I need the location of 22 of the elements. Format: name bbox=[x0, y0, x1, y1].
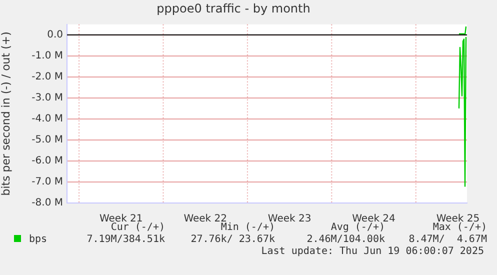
y-tick-label: 0.0 bbox=[47, 30, 63, 40]
text: Avg (-/+) bbox=[330, 222, 385, 233]
text: Min (-/+) bbox=[220, 222, 275, 234]
text: Max (-/+) bbox=[432, 222, 487, 233]
text: Last update: Thu Jun 19 06:00:07 2025 bbox=[260, 246, 484, 258]
y-tick-label: -2.0 M bbox=[32, 72, 63, 83]
chart-title: pppoe0 traffic - by month bbox=[156, 1, 310, 16]
text: 27.76k/ 23.67k bbox=[190, 234, 275, 246]
legend-label: bps bbox=[28, 234, 48, 246]
x-tick-label: Week 23 bbox=[268, 214, 312, 225]
text: 8.47M/ 4.67M bbox=[408, 234, 487, 246]
text: Cur (-/+) bbox=[110, 222, 165, 234]
y-tick-label: -1.0 M bbox=[32, 50, 63, 62]
y-tick-label: -7.0 M bbox=[32, 176, 63, 188]
text: 7.19M/384.51k bbox=[86, 234, 165, 246]
y-tick-label: -6.0 M bbox=[32, 156, 63, 167]
y-tick-label: -3.0 M bbox=[32, 92, 63, 104]
y-tick-label: -4.0 M bbox=[32, 114, 63, 125]
y-axis-title: bits per second in (-) / out (+) bbox=[0, 32, 12, 196]
y-tick-label: -8.0 M bbox=[32, 198, 63, 209]
text: 2.46M/104.00k bbox=[306, 234, 385, 246]
y-tick-label: -5.0 M bbox=[32, 134, 63, 146]
